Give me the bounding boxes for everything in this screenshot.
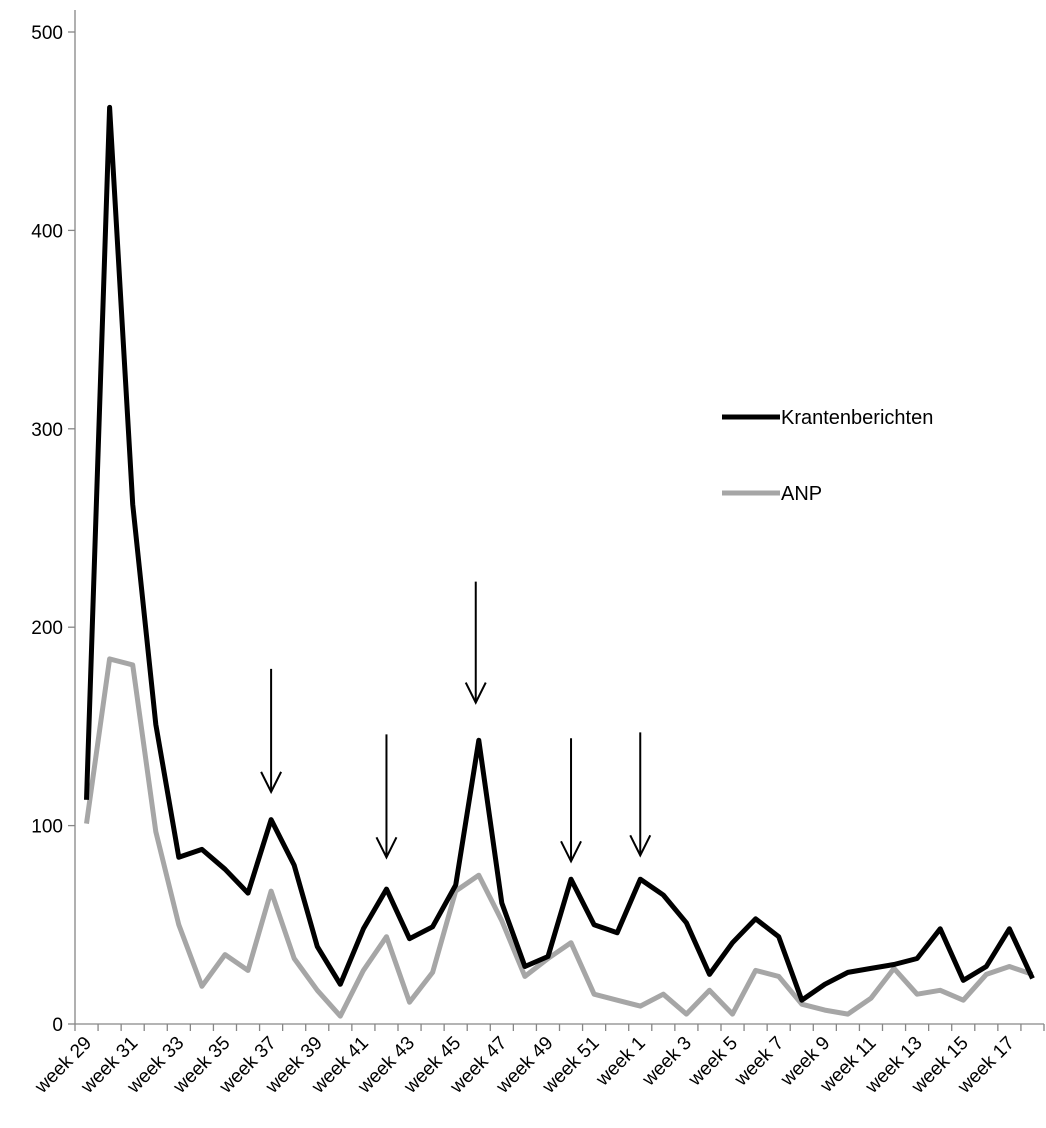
arrow-head <box>629 834 652 858</box>
y-tick-label: 100 <box>31 817 63 838</box>
y-tick-label: 0 <box>52 1015 63 1036</box>
arrow-week-1 <box>629 732 652 858</box>
y-tick-label: 200 <box>31 618 63 639</box>
series-line-krantenberichten <box>84 104 1035 1003</box>
y-tick-label: 500 <box>31 23 63 44</box>
annotation-arrows <box>260 581 652 864</box>
x-tick-label: week 1 <box>592 1033 650 1091</box>
legend-label: ANP <box>781 483 822 505</box>
legend-entry-anp: ANP <box>722 483 822 505</box>
arrow-head <box>464 682 487 705</box>
series-lines <box>84 104 1035 1019</box>
x-tick-label: week 5 <box>684 1033 742 1091</box>
legend: Krantenberichten ANP <box>722 407 933 505</box>
x-tick-label: week 7 <box>730 1033 788 1091</box>
arrow-head <box>560 840 582 864</box>
arrow-head <box>260 771 283 795</box>
arrow-week-46 <box>464 581 487 705</box>
arrow-week-50 <box>560 738 582 864</box>
arrow-week-37 <box>260 668 283 795</box>
legend-label: Krantenberichten <box>781 407 933 429</box>
y-tick-label: 300 <box>31 420 63 441</box>
y-tick-label: 400 <box>31 221 63 242</box>
legend-entry-krantenberichten: Krantenberichten <box>722 407 933 429</box>
arrow-week-42 <box>375 734 398 860</box>
arrow-head <box>375 836 398 860</box>
series-line-anp <box>84 656 1034 1019</box>
x-tick-label: week 3 <box>638 1033 696 1091</box>
